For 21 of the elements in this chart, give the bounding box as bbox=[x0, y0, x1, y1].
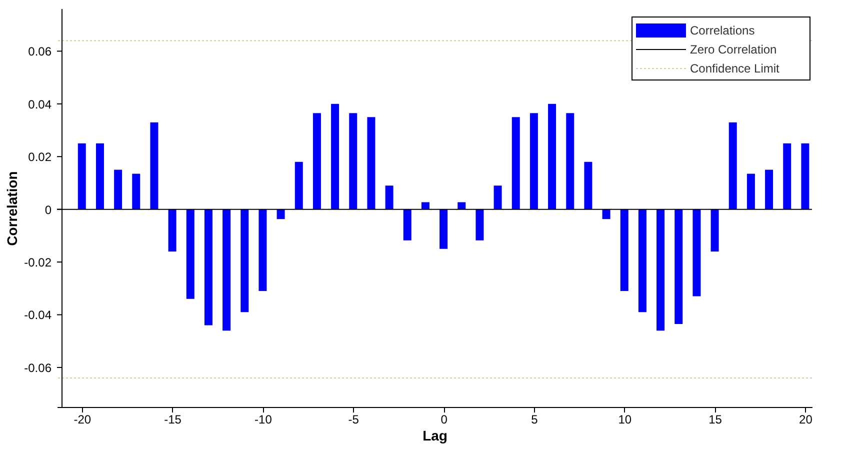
x-tick-label: 20 bbox=[799, 412, 813, 426]
x-tick-label: -10 bbox=[254, 412, 272, 426]
y-tick-label: -0.02 bbox=[24, 256, 52, 270]
y-tick-label: -0.04 bbox=[24, 308, 52, 322]
x-tick-label: -15 bbox=[164, 412, 182, 426]
x-tick-label: 15 bbox=[708, 412, 722, 426]
x-tick-label: 5 bbox=[531, 412, 538, 426]
y-tick-label: 0.02 bbox=[28, 150, 52, 164]
y-tick-label: 0 bbox=[44, 202, 52, 217]
legend-label: Confidence Limit bbox=[690, 62, 780, 76]
y-tick-label: 0.04 bbox=[28, 97, 52, 112]
y-axis-title: Correlation bbox=[4, 171, 20, 246]
x-axis-title: Lag bbox=[422, 428, 448, 444]
x-tick-label: -5 bbox=[348, 412, 360, 426]
y-tick-label: 0.06 bbox=[28, 44, 52, 59]
x-tick-label: -20 bbox=[74, 412, 92, 426]
x-tick-label: 0 bbox=[440, 412, 448, 426]
y-tick-label: -0.06 bbox=[24, 360, 52, 375]
legend-label: Correlations bbox=[690, 24, 755, 38]
x-tick-label: 10 bbox=[618, 412, 632, 426]
legend-label: Zero Correlation bbox=[690, 42, 777, 56]
